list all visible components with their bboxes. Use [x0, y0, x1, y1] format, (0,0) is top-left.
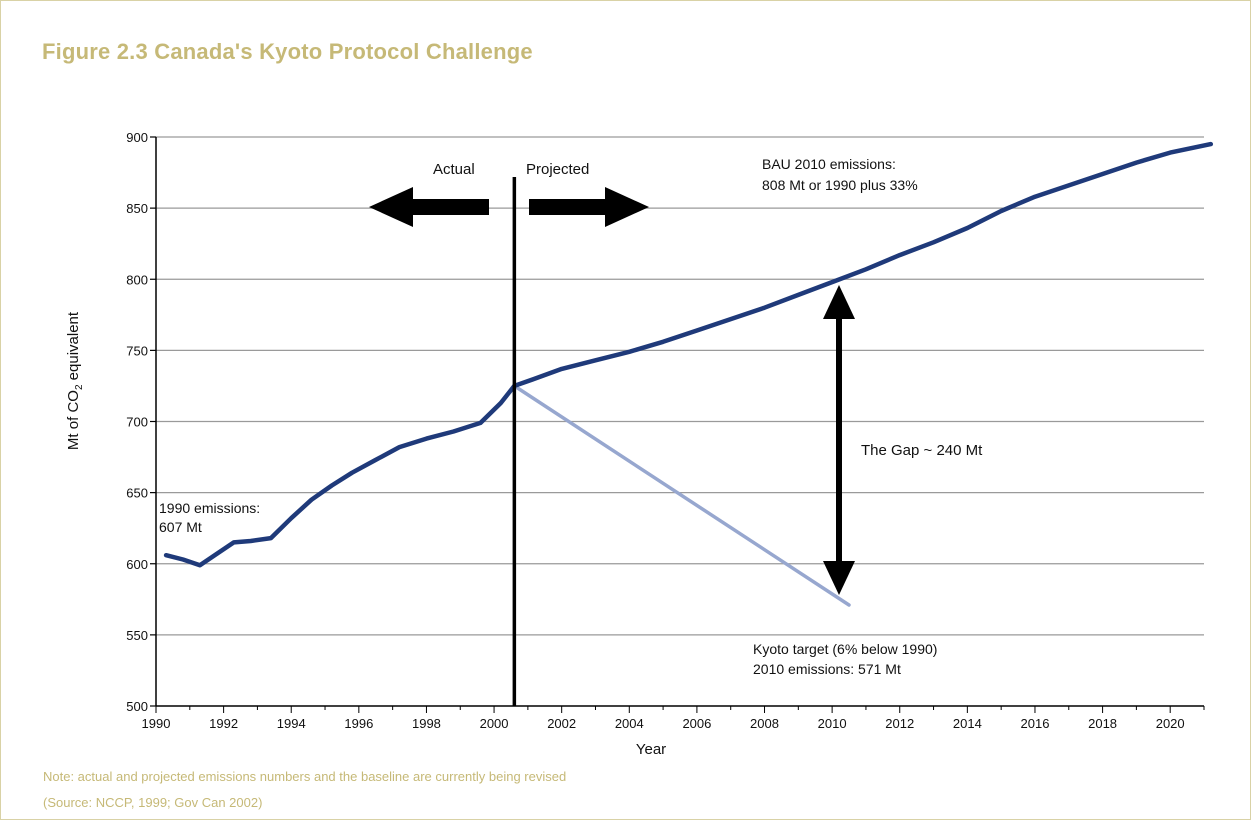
x-tick-label: 2014 [953, 716, 982, 731]
y-tick-label: 750 [126, 343, 148, 358]
gap-annotation: The Gap ~ 240 Mt [861, 442, 983, 459]
emissions-1990-line1: 1990 emissions: [159, 500, 260, 516]
x-tick-label: 2000 [480, 716, 509, 731]
actual-label: Actual [433, 161, 475, 178]
gap-double-arrow-icon [823, 285, 855, 595]
x-tick-label: 2020 [1156, 716, 1185, 731]
y-tick-label: 550 [126, 628, 148, 643]
x-tick-label: 2016 [1021, 716, 1050, 731]
figure-title: Figure 2.3 Canada's Kyoto Protocol Chall… [42, 39, 533, 64]
y-tick-label: 500 [126, 699, 148, 714]
x-tick-label: 2004 [615, 716, 644, 731]
y-tick-label: 600 [126, 557, 148, 572]
kyoto-annotation-line1: Kyoto target (6% below 1990) [753, 641, 937, 657]
series-lines [163, 141, 1214, 607]
x-tick-label: 1990 [142, 716, 171, 731]
y-tick-label: 850 [126, 201, 148, 216]
x-tick-label: 2008 [750, 716, 779, 731]
emissions-1990-line2: 607 Mt [159, 519, 202, 535]
x-tick-label: 2012 [885, 716, 914, 731]
bau-emissions-line [163, 141, 1214, 568]
tick-labels: 500 550 600 650 700 750 800 850 900 1990 1992 1994 1… [126, 130, 1184, 731]
x-tick-label: 2002 [547, 716, 576, 731]
projected-arrow-icon [529, 187, 649, 227]
kyoto-annotation-line2: 2010 emissions: 571 Mt [753, 661, 901, 677]
y-tick-label: 650 [126, 486, 148, 501]
x-tick-label: 1996 [344, 716, 373, 731]
actual-arrow-icon [369, 187, 489, 227]
projected-label: Projected [526, 161, 589, 178]
x-tick-label: 2010 [818, 716, 847, 731]
axes [150, 136, 1205, 713]
kyoto-target-line [512, 384, 851, 607]
x-tick-label: 2006 [682, 716, 711, 731]
x-tick-label: 2018 [1088, 716, 1117, 731]
y-axis-label-main: Mt of CO [65, 390, 82, 450]
grid-lines [156, 136, 1204, 636]
y-axis-label-suffix: equivalent [65, 311, 82, 384]
x-tick-label: 1994 [277, 716, 306, 731]
bau-annotation-line1: BAU 2010 emissions: [762, 156, 896, 172]
bau-annotation-line2: 808 Mt or 1990 plus 33% [762, 177, 918, 193]
y-tick-label: 900 [126, 130, 148, 145]
x-tick-label: 1992 [209, 716, 238, 731]
note-text: Note: actual and projected emissions num… [43, 769, 567, 784]
x-axis-label: Year [636, 741, 666, 758]
y-tick-label: 700 [126, 415, 148, 430]
y-axis-label: Mt of CO2 equivalent [65, 311, 85, 450]
y-axis-label-sub: 2 [74, 384, 85, 390]
y-tick-label: 800 [126, 272, 148, 287]
x-tick-label: 1998 [412, 716, 441, 731]
source-text: (Source: NCCP, 1999; Gov Can 2002) [43, 795, 263, 810]
